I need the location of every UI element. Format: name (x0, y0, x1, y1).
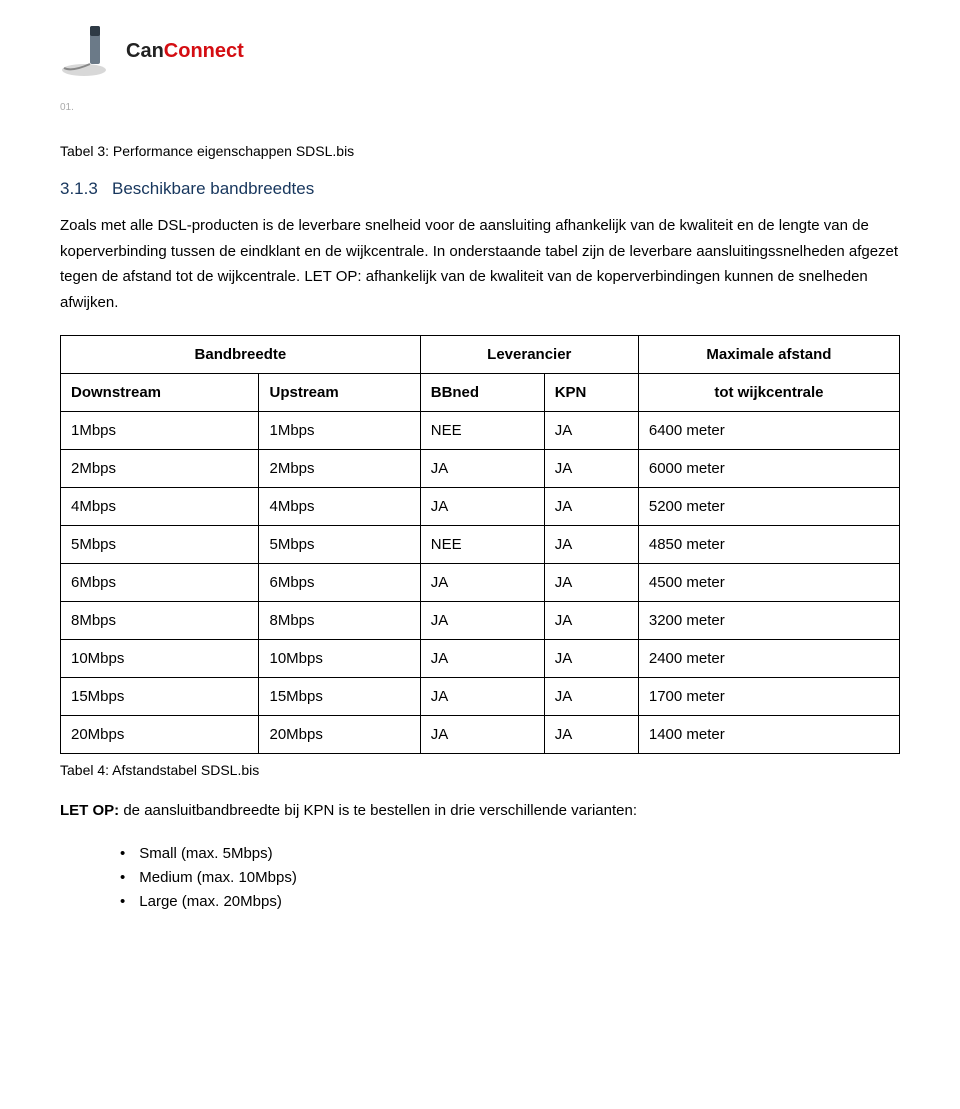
list-item: Medium (max. 10Mbps) (120, 866, 900, 890)
letop-line: LET OP: de aansluitbandbreedte bij KPN i… (60, 798, 900, 824)
table-cell: 4500 meter (638, 564, 899, 602)
table-cell: 5Mbps (259, 526, 420, 564)
table-cell: 4Mbps (259, 488, 420, 526)
table-cell: 10Mbps (61, 640, 259, 678)
table-cell: 20Mbps (61, 716, 259, 754)
list-item: Small (max. 5Mbps) (120, 842, 900, 866)
letop-rest: de aansluitbandbreedte bij KPN is te bes… (119, 802, 637, 819)
section-heading: 3.1.3 Beschikbare bandbreedtes (60, 179, 900, 199)
table-cell: JA (420, 488, 544, 526)
table-cell: NEE (420, 526, 544, 564)
table-cell: 15Mbps (61, 678, 259, 716)
th-kpn: KPN (544, 374, 638, 412)
table-cell: 2400 meter (638, 640, 899, 678)
table-cell: JA (544, 716, 638, 754)
table-row: 10Mbps10MbpsJAJA2400 meter (61, 640, 900, 678)
th-upstream: Upstream (259, 374, 420, 412)
table-cell: JA (544, 450, 638, 488)
table-row: 5Mbps5MbpsNEEJA4850 meter (61, 526, 900, 564)
th-maxdist: Maximale afstand (638, 336, 899, 374)
intro-paragraph: Zoals met alle DSL-producten is de lever… (60, 213, 900, 315)
table-cell: JA (420, 640, 544, 678)
table-cell: 1Mbps (259, 412, 420, 450)
list-item: Large (max. 20Mbps) (120, 890, 900, 914)
th-bbned: BBned (420, 374, 544, 412)
table-cell: 20Mbps (259, 716, 420, 754)
logo-area: CanConnect (60, 20, 900, 82)
table-row: 4Mbps4MbpsJAJA5200 meter (61, 488, 900, 526)
variant-list: Small (max. 5Mbps)Medium (max. 10Mbps)La… (60, 842, 900, 914)
th-supplier: Leverancier (420, 336, 638, 374)
table-row: 1Mbps1MbpsNEEJA6400 meter (61, 412, 900, 450)
table-cell: JA (420, 564, 544, 602)
table-cell: 5200 meter (638, 488, 899, 526)
section-title: Beschikbare bandbreedtes (112, 179, 314, 198)
table-row: 20Mbps20MbpsJAJA1400 meter (61, 716, 900, 754)
logo-part2: Connect (164, 40, 244, 62)
table-cell: JA (420, 602, 544, 640)
table-header-row2: Downstream Upstream BBned KPN tot wijkce… (61, 374, 900, 412)
table-cell: 15Mbps (259, 678, 420, 716)
table-cell: JA (544, 488, 638, 526)
small-mark: 01. (60, 102, 900, 113)
logo-part1: Can (126, 40, 164, 62)
table-cell: 6Mbps (61, 564, 259, 602)
table-cell: 6400 meter (638, 412, 899, 450)
table-row: 8Mbps8MbpsJAJA3200 meter (61, 602, 900, 640)
table-cell: JA (420, 678, 544, 716)
table-cell: JA (544, 678, 638, 716)
letop-bold: LET OP: (60, 802, 119, 819)
table-cell: NEE (420, 412, 544, 450)
th-bandwidth: Bandbreedte (61, 336, 421, 374)
table3-caption: Tabel 3: Performance eigenschappen SDSL.… (60, 143, 900, 159)
brand-device-icon (60, 20, 118, 82)
table-row: 6Mbps6MbpsJAJA4500 meter (61, 564, 900, 602)
table-cell: JA (544, 526, 638, 564)
table-cell: JA (544, 564, 638, 602)
table-cell: 8Mbps (61, 602, 259, 640)
table-cell: 2Mbps (61, 450, 259, 488)
table-cell: 10Mbps (259, 640, 420, 678)
bandwidth-table: Bandbreedte Leverancier Maximale afstand… (60, 335, 900, 754)
table-cell: 6Mbps (259, 564, 420, 602)
table-row: 2Mbps2MbpsJAJA6000 meter (61, 450, 900, 488)
table-cell: 2Mbps (259, 450, 420, 488)
table4-caption: Tabel 4: Afstandstabel SDSL.bis (60, 762, 900, 778)
section-number: 3.1.3 (60, 179, 98, 198)
table-cell: 1400 meter (638, 716, 899, 754)
table-cell: 6000 meter (638, 450, 899, 488)
th-downstream: Downstream (61, 374, 259, 412)
table-cell: 8Mbps (259, 602, 420, 640)
table-cell: 3200 meter (638, 602, 899, 640)
table-header-row1: Bandbreedte Leverancier Maximale afstand (61, 336, 900, 374)
table-cell: 1700 meter (638, 678, 899, 716)
th-tot: tot wijkcentrale (638, 374, 899, 412)
table-cell: JA (420, 716, 544, 754)
table-cell: 4Mbps (61, 488, 259, 526)
logo-text: CanConnect (126, 40, 244, 63)
table-body: 1Mbps1MbpsNEEJA6400 meter2Mbps2MbpsJAJA6… (61, 412, 900, 754)
table-cell: 4850 meter (638, 526, 899, 564)
table-cell: JA (420, 450, 544, 488)
table-cell: JA (544, 602, 638, 640)
table-cell: 5Mbps (61, 526, 259, 564)
table-row: 15Mbps15MbpsJAJA1700 meter (61, 678, 900, 716)
table-cell: JA (544, 640, 638, 678)
table-cell: 1Mbps (61, 412, 259, 450)
table-cell: JA (544, 412, 638, 450)
